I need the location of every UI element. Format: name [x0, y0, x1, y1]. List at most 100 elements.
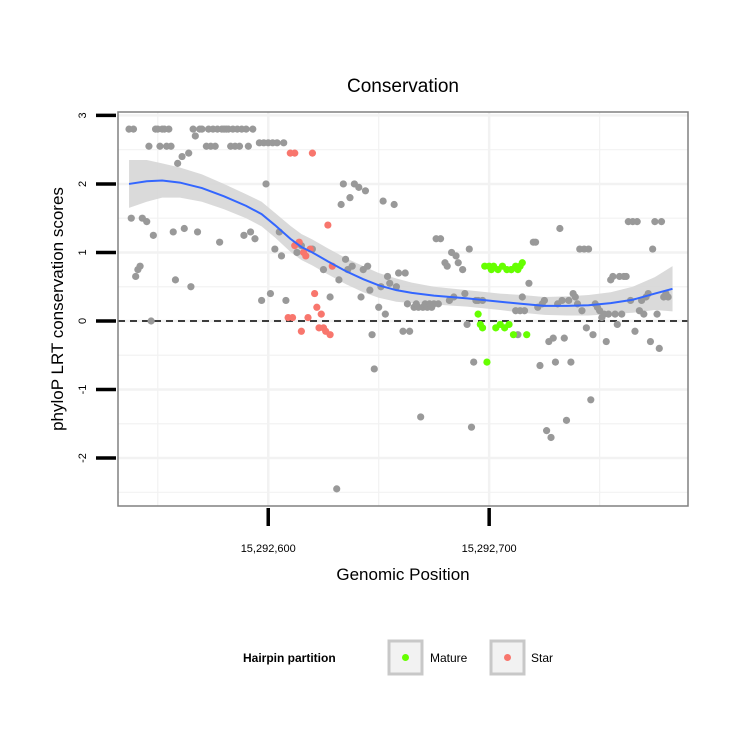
point-other: [280, 139, 288, 147]
point-other: [560, 334, 568, 342]
point-other: [293, 248, 301, 257]
point-other: [655, 344, 663, 352]
point-other: [613, 320, 621, 329]
point-other: [664, 293, 672, 301]
point-other: [399, 327, 407, 335]
point-other: [394, 269, 403, 277]
point-other: [525, 279, 533, 287]
panel-border: [117, 111, 689, 507]
point-other: [646, 337, 655, 346]
y-tick-label: 1: [77, 249, 89, 255]
point-other: [235, 142, 244, 150]
point-other: [602, 337, 610, 346]
confidence-band: [129, 159, 673, 316]
point-other: [156, 142, 164, 150]
legend-dot-mature: [402, 654, 409, 661]
point-star: [291, 149, 299, 157]
point-other: [216, 238, 224, 246]
point-star: [288, 313, 297, 322]
point-mature: [478, 324, 487, 332]
point-other: [578, 307, 586, 315]
point-other: [132, 272, 140, 281]
point-other: [357, 293, 365, 301]
point-other: [467, 423, 476, 431]
point-other: [211, 142, 219, 150]
point-mature: [518, 259, 526, 267]
point-star: [311, 289, 319, 298]
point-other: [403, 300, 412, 308]
point-other: [147, 317, 155, 325]
point-other: [443, 262, 451, 270]
point-other: [251, 235, 259, 243]
point-other: [198, 125, 206, 133]
point-other: [193, 228, 202, 236]
point-other: [562, 416, 571, 424]
point-other: [657, 218, 666, 226]
point-star: [324, 221, 332, 229]
point-other: [567, 358, 575, 366]
data-points: [125, 125, 672, 493]
point-other: [271, 245, 279, 253]
y-tick-label: -1: [77, 385, 89, 395]
point-other: [459, 266, 467, 274]
smooth-line: [128, 179, 673, 307]
point-other: [518, 293, 526, 301]
point-other: [465, 245, 473, 253]
chart-title: Conservation: [347, 76, 459, 97]
point-other: [540, 296, 548, 305]
legend-label-mature: Mature: [430, 651, 468, 665]
point-other: [129, 125, 138, 133]
point-other: [174, 159, 182, 167]
legend-dot-star: [504, 654, 511, 661]
point-other: [589, 331, 597, 339]
point-other: [337, 200, 345, 209]
point-other: [341, 255, 350, 263]
x-tick-label: 15,292,600: [241, 543, 296, 555]
point-other: [266, 289, 275, 298]
point-star: [308, 149, 317, 157]
point-other: [242, 125, 250, 133]
legend: Hairpin partition Mature Star: [243, 639, 553, 676]
point-star: [317, 310, 325, 318]
point-other: [461, 289, 469, 298]
point-other: [167, 142, 175, 150]
point-other: [366, 286, 374, 294]
point-other: [406, 327, 414, 335]
smooth-curve: [128, 179, 673, 307]
point-other: [258, 296, 266, 305]
y-tick-label: 0: [77, 318, 89, 324]
point-other: [649, 245, 657, 253]
point-other: [149, 231, 157, 239]
point-other: [143, 218, 151, 226]
point-other: [536, 361, 544, 370]
point-other: [392, 283, 400, 291]
point-other: [651, 218, 659, 226]
point-star: [304, 313, 312, 322]
point-other: [622, 272, 630, 281]
point-other: [333, 485, 341, 493]
point-other: [417, 413, 425, 421]
point-other: [273, 139, 281, 147]
point-mature: [509, 331, 518, 339]
y-tick-label: -2: [77, 453, 89, 463]
point-other: [244, 142, 252, 150]
point-other: [326, 293, 334, 301]
point-other: [401, 269, 409, 277]
point-other: [127, 214, 135, 222]
point-other: [470, 358, 478, 366]
point-other: [180, 224, 188, 233]
point-star: [302, 252, 310, 260]
point-other: [381, 310, 389, 318]
point-other: [171, 276, 180, 284]
point-other: [454, 259, 462, 267]
point-other: [383, 272, 392, 281]
point-other: [178, 152, 186, 161]
x-tick-label: 15,292,700: [462, 543, 517, 555]
point-other: [520, 307, 529, 315]
point-other: [335, 276, 343, 284]
x-axis: 15,292,600 15,292,700: [241, 508, 517, 555]
point-other: [364, 262, 372, 270]
point-other: [547, 433, 555, 442]
y-tick-label: 3: [77, 112, 89, 118]
